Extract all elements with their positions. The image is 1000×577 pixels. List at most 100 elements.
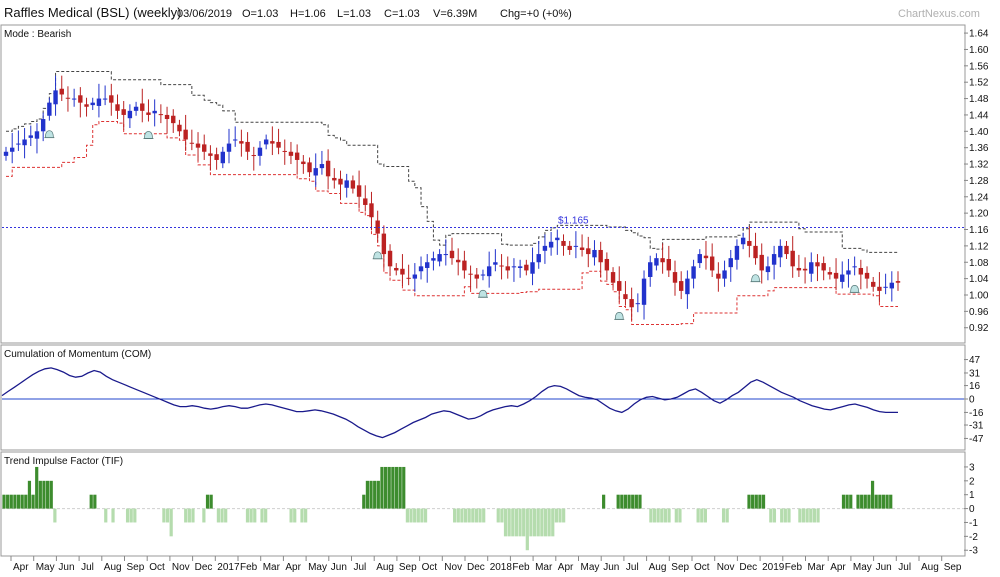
x-tick-label: Feb (240, 562, 258, 572)
tif-bar (46, 480, 50, 509)
header-change: Chg=+0 (+0%) (500, 8, 572, 20)
tif-bar (409, 508, 413, 523)
x-tick-label: Mar (535, 562, 553, 572)
tif-bar (187, 508, 191, 523)
tif-bar (543, 508, 548, 537)
x-tick-label: Apr (13, 562, 29, 572)
candle-body (709, 256, 715, 271)
candle-body (505, 266, 510, 271)
price-y-tick-label: 1.64 (969, 29, 989, 40)
x-tick-label: May (36, 562, 55, 572)
tif-bar (700, 508, 704, 523)
candle-body (437, 254, 442, 262)
price-y-tick-label: 1.16 (969, 225, 989, 236)
candle-body (84, 104, 89, 107)
com-y-tick-label: 47 (969, 355, 981, 366)
tif-bar (511, 508, 515, 537)
reference-line-label: $1.165 (558, 215, 589, 226)
x-tick-label: Jun (603, 562, 619, 572)
tif-bar (616, 494, 620, 509)
tif-bar (376, 480, 380, 509)
tif-bar (245, 508, 250, 523)
candle-body (790, 250, 795, 267)
x-tick-label: Oct (694, 562, 710, 572)
candle-body (598, 249, 603, 263)
tif-bar (663, 508, 668, 523)
com-y-tick-label: 0 (969, 395, 975, 406)
chart-title: Raffles Medical (BSL) (weekly) (4, 5, 181, 20)
alert-bell-icon (849, 284, 860, 293)
tif-bar (27, 480, 32, 509)
com-y-tick-label: -47 (969, 434, 984, 445)
tif-bar (467, 508, 471, 523)
candle-body (883, 286, 888, 288)
tif-bar (300, 508, 304, 523)
x-axis: Apr May Jun Jul Aug Sep Oct Nov Dec 2017 Feb Mar Apr… (10, 556, 962, 573)
candle-body (604, 258, 610, 271)
candle-body (895, 281, 901, 283)
candle-body (245, 141, 250, 152)
tif-bar (627, 494, 631, 509)
x-tick-label: Jul (626, 562, 639, 572)
x-tick-label: Dec (739, 562, 757, 572)
candle-body (703, 255, 709, 259)
candle-body (146, 112, 151, 115)
bell-body (45, 130, 54, 139)
candle-body (728, 258, 733, 268)
candle-body (815, 262, 820, 267)
candle-body (623, 294, 628, 300)
tif-y-tick-label: 3 (969, 462, 975, 473)
candle-body (555, 237, 560, 241)
candle-body (864, 272, 870, 279)
com-y-ticks: -47 -31 -16 0 16 31 47 (964, 355, 984, 445)
tif-bar (220, 508, 224, 523)
tif-bar (260, 508, 264, 523)
x-tick-label: May (581, 562, 600, 572)
tif-bar (49, 480, 53, 509)
candle-body (127, 110, 133, 119)
candle-body (778, 245, 783, 258)
tif-bar (209, 494, 213, 509)
tif-bar (129, 508, 133, 523)
candle-body (561, 240, 566, 246)
candle-body (431, 258, 436, 261)
header-close: C=1.03 (384, 8, 420, 20)
candle-body (524, 264, 529, 271)
tif-bars (2, 466, 893, 551)
x-tick-label: Sep (944, 562, 962, 572)
tif-bar (31, 494, 35, 509)
tif-bar (652, 508, 657, 523)
tif-bar (634, 494, 638, 509)
tif-bar (798, 508, 802, 523)
candle-body (536, 254, 541, 263)
candle-body (747, 240, 752, 246)
price-y-tick-label: 1.12 (969, 241, 989, 252)
candle-body (858, 267, 864, 275)
tif-bar (529, 508, 533, 537)
tif-bar (631, 494, 635, 509)
com-y-tick-label: -31 (969, 421, 984, 432)
tif-bar (881, 494, 886, 509)
candle-body (691, 266, 696, 279)
tif-bar (656, 508, 660, 523)
tif-bar (536, 508, 540, 537)
tif-bar (525, 508, 529, 551)
candle-body (78, 95, 83, 103)
price-y-tick-label: 0.92 (969, 323, 989, 334)
tif-bar (413, 508, 417, 523)
tif-bar (365, 480, 370, 509)
candle-body (840, 274, 845, 282)
tif-bar (24, 494, 28, 509)
candle-body (579, 247, 585, 250)
candle-body (53, 90, 58, 105)
tif-bar (293, 508, 297, 523)
alert-bell-icon (143, 131, 154, 139)
x-tick-label: Jul (354, 562, 367, 572)
candle-body (672, 272, 678, 283)
candle-body (796, 267, 802, 271)
tif-bar (845, 494, 849, 509)
candle-body (753, 245, 758, 259)
tif-bar (423, 508, 428, 523)
tif-bar (780, 508, 784, 523)
bell-body (478, 289, 488, 298)
